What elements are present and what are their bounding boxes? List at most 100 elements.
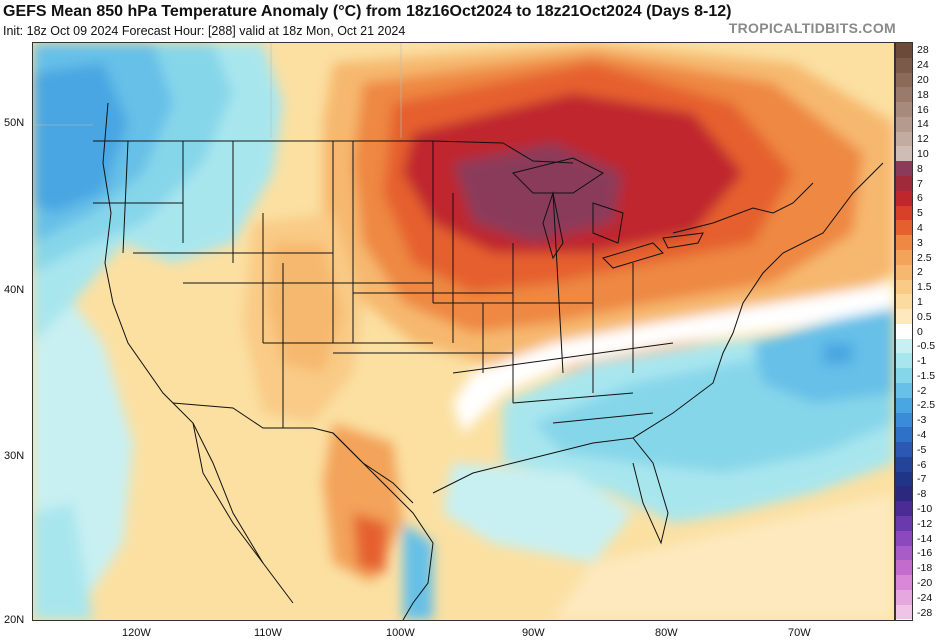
- warm-anomaly-southwest-1: [268, 243, 343, 373]
- lon-label-100w: 100W: [386, 627, 415, 639]
- brand-watermark[interactable]: TROPICALTIDBITS.COM: [728, 20, 896, 36]
- colorbar-label: 7: [917, 177, 923, 190]
- colorbar-label: 12: [917, 133, 929, 146]
- colorbar-swatch: [896, 57, 912, 73]
- colorbar-label: -1.5: [917, 369, 936, 382]
- colorbar-swatch: [896, 353, 912, 369]
- lat-label-30n: 30N: [4, 450, 25, 462]
- state-borders-horizontal: [93, 202, 674, 424]
- lake-ontario: [662, 232, 704, 249]
- colorbar-swatch: [896, 235, 912, 250]
- colorbar-swatch: [896, 190, 912, 206]
- colorbar-label: -10: [917, 503, 933, 516]
- colorbar-label: -1: [917, 355, 927, 368]
- colorbar-label: 2: [917, 266, 923, 279]
- colorbar-label: -8: [917, 488, 927, 501]
- lake-huron: [592, 202, 624, 244]
- cool-anomaly-west-3: [33, 63, 128, 213]
- border-canada-east: [672, 182, 814, 234]
- colorbar-label: 28: [917, 44, 929, 57]
- neutral-band: [453, 283, 894, 433]
- colorbar-swatch: [896, 575, 912, 590]
- colorbar-swatch: [896, 397, 912, 413]
- colorbar-swatch: [896, 456, 912, 472]
- border-canada: [93, 140, 504, 144]
- cool-anomaly-gulf: [443, 463, 633, 563]
- cool-anomaly-pacific-1: [33, 503, 93, 620]
- colorbar-label: 8: [917, 162, 923, 175]
- colorbar-swatch: [896, 589, 912, 605]
- colorbar-swatch: [896, 323, 912, 339]
- colorbar-label: -7: [917, 473, 927, 486]
- colorbar-label: 5: [917, 207, 923, 220]
- colorbar-label: 6: [917, 192, 923, 205]
- colorbar-swatch: [896, 309, 912, 324]
- colorbar-swatch: [896, 501, 912, 516]
- colorbar-label: -12: [917, 517, 933, 530]
- colorbar-label: -3: [917, 414, 927, 427]
- coastline-west: [102, 102, 294, 604]
- colorbar-swatch: [896, 560, 912, 576]
- colorbar-label: -24: [917, 591, 933, 604]
- lon-label-120w: 120W: [122, 627, 151, 639]
- colorbar-label: -6: [917, 458, 927, 471]
- warm-anomaly-caribbean: [553, 493, 894, 620]
- border-canada-lakes: [502, 142, 574, 164]
- graticule: [33, 43, 402, 138]
- lake-superior: [512, 157, 604, 194]
- colorbar-label: 1.5: [917, 281, 932, 294]
- coastline-east: [632, 162, 884, 439]
- colorbar-swatch: [896, 486, 912, 502]
- colorbar-swatch: [896, 412, 912, 428]
- colorbar-swatch: [896, 442, 912, 457]
- lake-erie: [602, 242, 664, 269]
- warm-anomaly-mexico-1: [353, 513, 388, 573]
- map-title: GEFS Mean 850 hPa Temperature Anomaly (°…: [3, 3, 732, 20]
- colorbar-label: -5: [917, 443, 927, 456]
- colorbar-swatch: [896, 427, 912, 443]
- colorbar-label: 10: [917, 147, 929, 160]
- coastline-mexico-east: [332, 432, 434, 620]
- colorbar-swatch: [896, 604, 912, 620]
- colorbar-label: -20: [917, 577, 933, 589]
- colorbar-label: -14: [917, 532, 933, 545]
- colorbar-swatch: [896, 530, 912, 546]
- anomaly-map: [32, 42, 895, 621]
- colorbar-swatch: [896, 220, 912, 236]
- border-mexico: [172, 402, 414, 504]
- colorbar-swatch: [896, 279, 912, 295]
- colorbar-swatch: [896, 116, 912, 132]
- colorbar-swatch: [896, 516, 912, 531]
- cool-anomaly-atlantic-1: [823, 343, 853, 365]
- lat-label-40n: 40N: [4, 284, 25, 296]
- colorbar-label: -4: [917, 429, 927, 442]
- colorbar-swatch: [896, 338, 912, 354]
- lon-label-110w: 110W: [254, 627, 282, 639]
- colorbar-swatch: [896, 87, 912, 103]
- colorbar-label: -0.5: [917, 340, 936, 353]
- state-borders-vertical: [122, 140, 634, 428]
- colorbar-label: 2.5: [917, 251, 932, 264]
- colorbar-label: 16: [917, 103, 929, 116]
- colorbar-swatch: [896, 161, 912, 177]
- colorbar-label: 0: [917, 325, 923, 338]
- colorbar-label: 24: [917, 59, 929, 72]
- colorbar-label: 0.5: [917, 310, 932, 323]
- colorbar-swatch: [896, 205, 912, 221]
- colorbar-label: 18: [917, 88, 929, 101]
- colorbar-label: 3: [917, 236, 923, 249]
- colorbar-swatch: [896, 131, 912, 147]
- colorbar-swatch: [896, 102, 912, 117]
- colorbar: [895, 42, 913, 621]
- colorbar-label: -2.5: [917, 399, 936, 412]
- colorbar-swatch: [896, 249, 912, 265]
- lon-label-90w: 90W: [522, 627, 545, 639]
- colorbar-label: 14: [917, 118, 929, 131]
- colorbar-label: 1: [917, 295, 923, 308]
- colorbar-label: -16: [917, 547, 933, 560]
- lake-michigan: [542, 191, 564, 260]
- colorbar-swatch: [896, 176, 912, 191]
- colorbar-swatch: [896, 382, 912, 398]
- colorbar-label: -28: [917, 606, 933, 619]
- lon-label-80w: 80W: [655, 627, 678, 639]
